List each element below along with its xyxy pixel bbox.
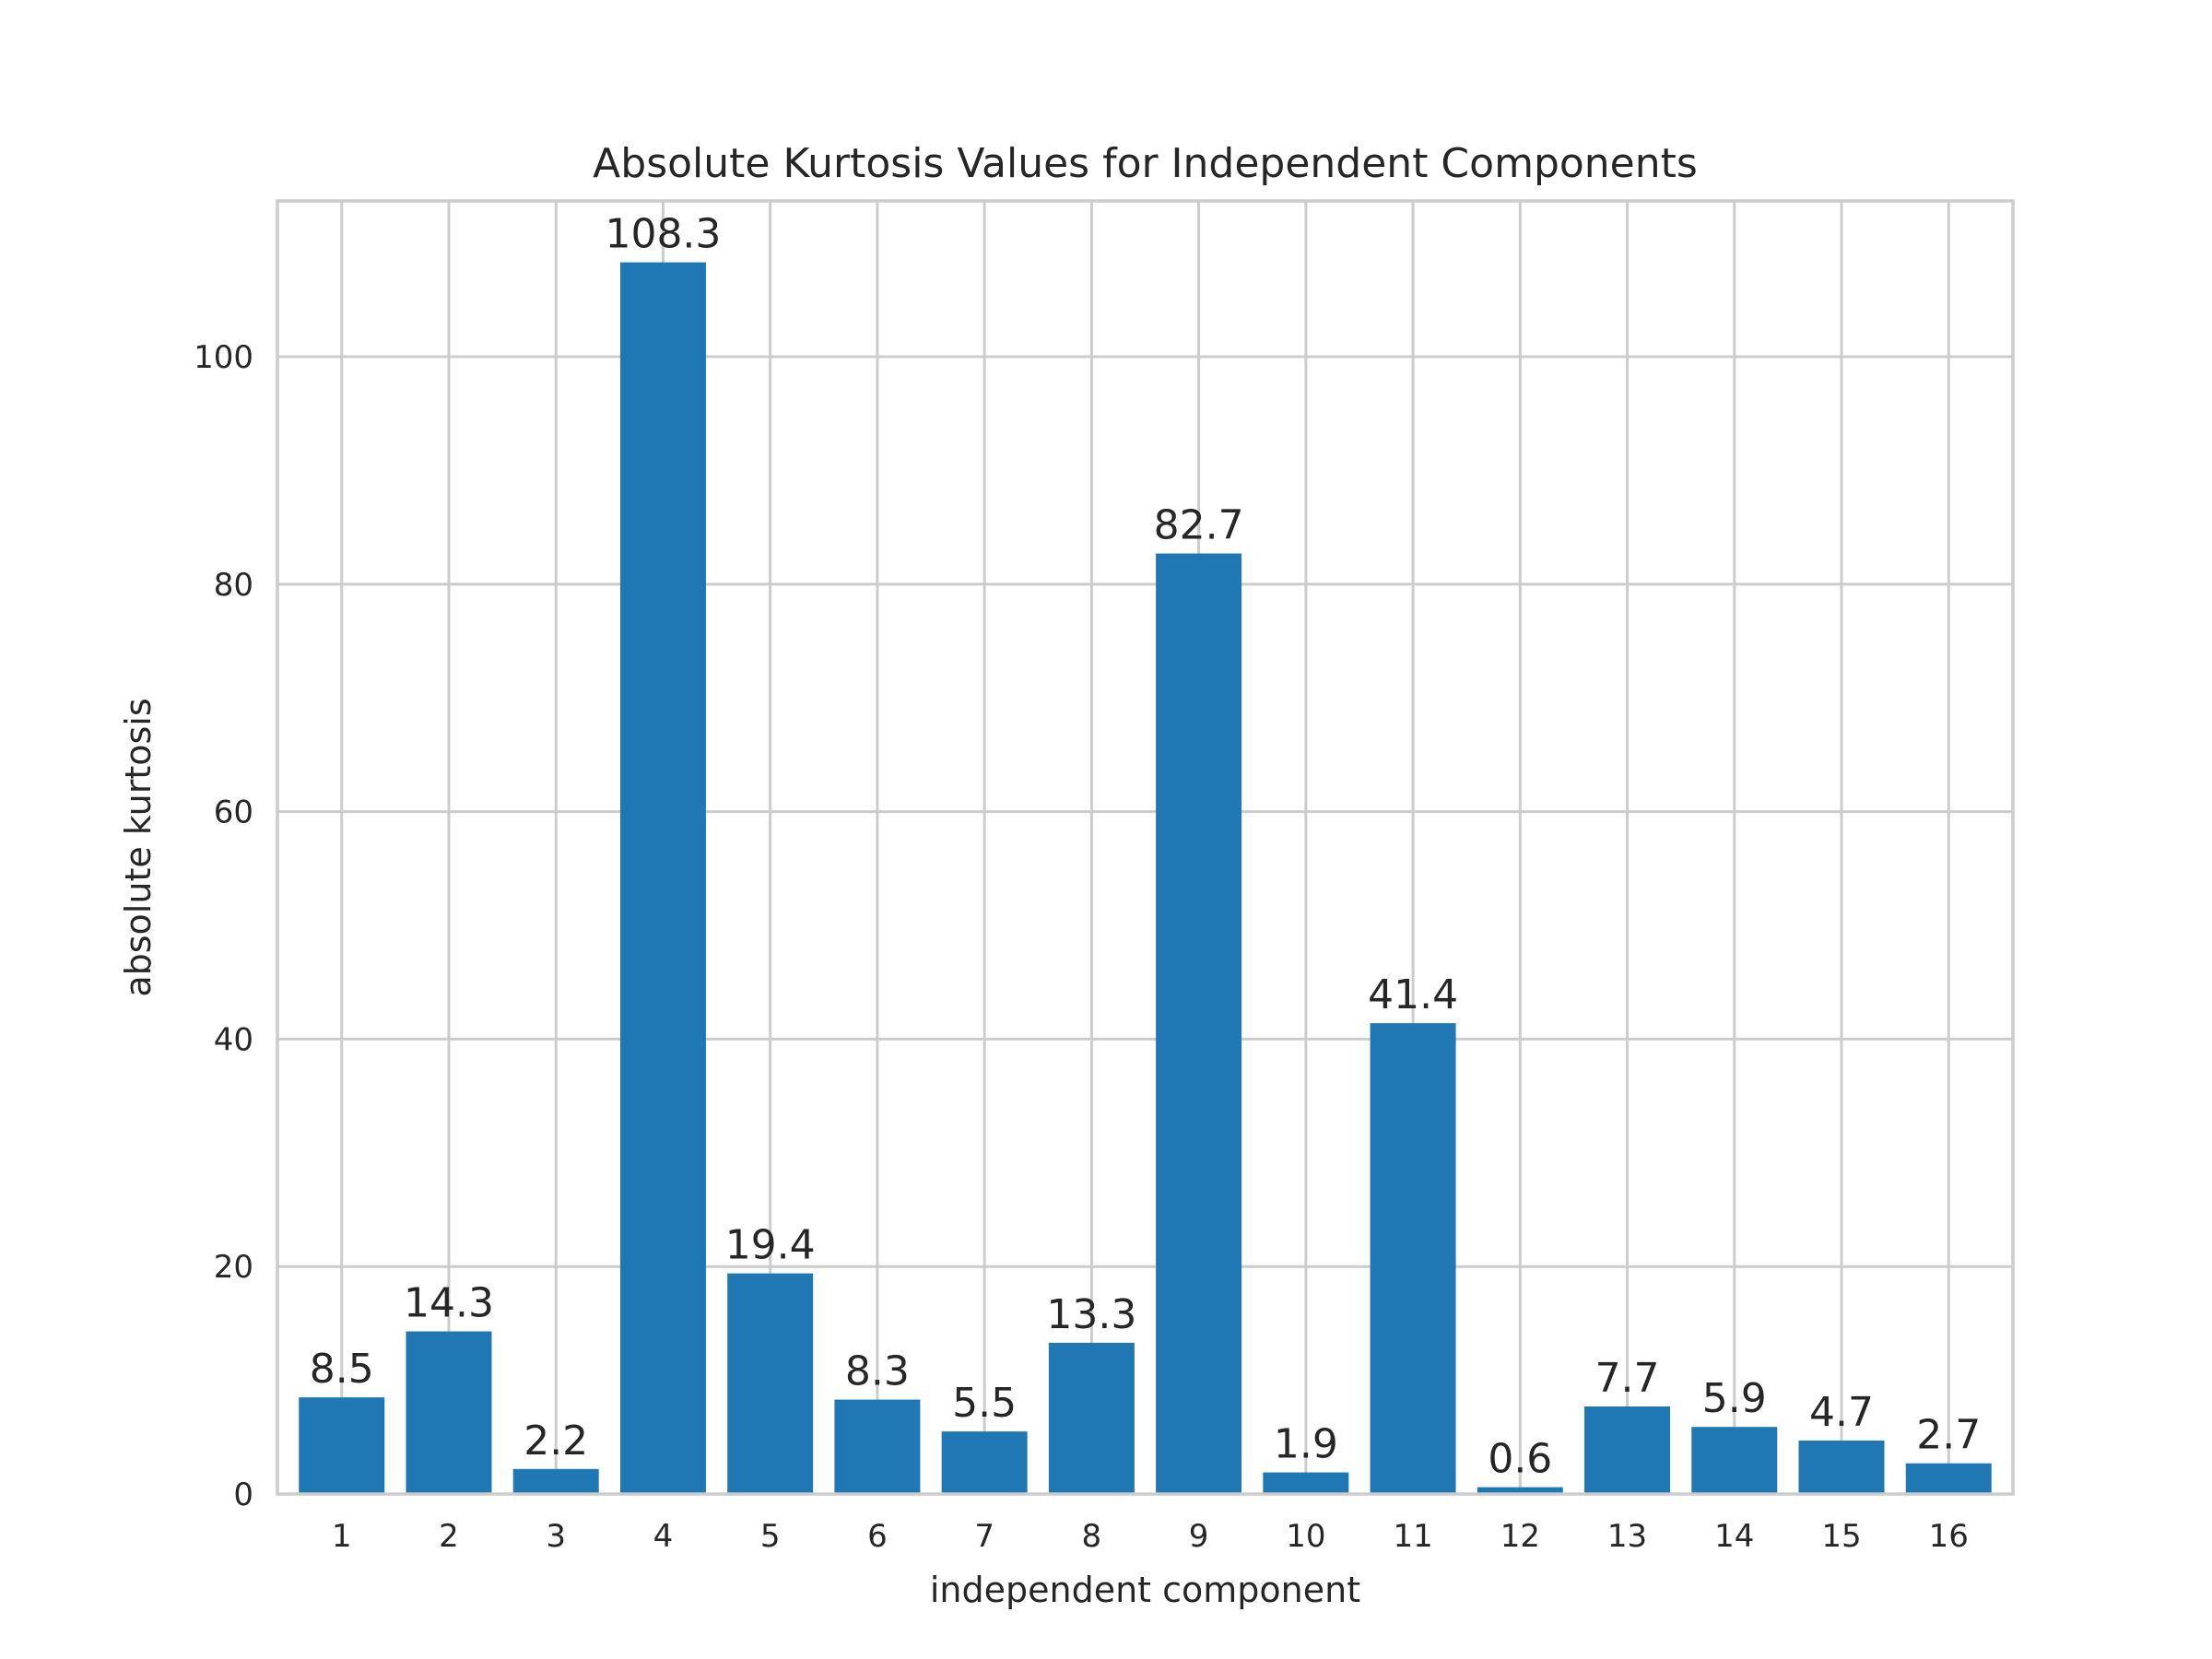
y-tick-labels: 0 20 40 60 80 100 xyxy=(194,339,253,1513)
bar-value-label: 0.6 xyxy=(1488,1436,1552,1483)
x-tick-label: 6 xyxy=(867,1518,888,1555)
bar-value-label: 5.5 xyxy=(952,1380,1017,1427)
bar xyxy=(1370,1023,1456,1494)
bar-value-label: 7.7 xyxy=(1595,1355,1660,1402)
x-tick-label: 2 xyxy=(439,1518,459,1555)
bar xyxy=(619,262,706,1494)
bar xyxy=(1584,1406,1671,1494)
bar xyxy=(1048,1342,1135,1494)
bar-value-label: 8.3 xyxy=(845,1348,910,1395)
x-tick-label: 7 xyxy=(974,1518,994,1555)
bars xyxy=(299,262,1992,1494)
x-tick-label: 8 xyxy=(1082,1518,1102,1555)
bar-value-label: 8.5 xyxy=(310,1346,374,1393)
y-tick-label: 20 xyxy=(214,1249,253,1286)
y-tick-label: 0 xyxy=(233,1477,253,1513)
bar-value-label: 82.7 xyxy=(1154,502,1244,549)
grid-lines xyxy=(277,201,2013,1496)
bar-value-label: 108.3 xyxy=(605,211,721,258)
bar xyxy=(1798,1441,1885,1494)
y-tick-label: 100 xyxy=(194,339,253,376)
bar-value-label: 2.7 xyxy=(1916,1412,1981,1459)
y-tick-label: 60 xyxy=(214,794,253,831)
x-tick-label: 13 xyxy=(1607,1518,1647,1555)
bar-value-label: 5.9 xyxy=(1702,1375,1767,1422)
x-axis-label: independent component xyxy=(930,1570,1360,1610)
bar xyxy=(1263,1472,1349,1494)
x-tick-label: 15 xyxy=(1821,1518,1861,1555)
x-tick-label: 9 xyxy=(1189,1518,1209,1555)
x-tick-labels: 1 2 3 4 5 6 7 8 9 10 11 12 13 14 15 16 xyxy=(332,1518,1969,1555)
bar xyxy=(1691,1427,1778,1494)
bar-value-label: 19.4 xyxy=(725,1222,816,1269)
x-tick-label: 4 xyxy=(653,1518,674,1555)
bar xyxy=(406,1331,492,1494)
y-axis-label: absolute kurtosis xyxy=(118,698,159,996)
bar xyxy=(512,1468,599,1494)
x-tick-label: 14 xyxy=(1714,1518,1754,1555)
x-tick-label: 10 xyxy=(1286,1518,1325,1555)
bar-value-labels: 8.5 14.3 2.2 108.3 19.4 8.3 5.5 13.3 82.7 1.9 41.4… xyxy=(310,211,1982,1483)
x-tick-label: 12 xyxy=(1500,1518,1540,1555)
y-tick-label: 80 xyxy=(214,567,253,604)
plot-frame xyxy=(276,199,2015,1496)
bar xyxy=(1905,1463,1992,1494)
x-tick-label: 3 xyxy=(546,1518,566,1555)
bar xyxy=(1477,1487,1563,1494)
bar-value-label: 13.3 xyxy=(1046,1291,1136,1338)
x-tick-label: 5 xyxy=(760,1518,781,1555)
bar xyxy=(941,1431,1028,1494)
bar-value-label: 41.4 xyxy=(1368,971,1458,1018)
x-tick-label: 16 xyxy=(1929,1518,1969,1555)
bar-value-label: 4.7 xyxy=(1809,1389,1874,1436)
x-tick-label: 11 xyxy=(1393,1518,1432,1555)
bar xyxy=(727,1273,814,1494)
x-tick-label: 1 xyxy=(332,1518,352,1555)
bar xyxy=(1156,553,1242,1494)
bar xyxy=(834,1399,921,1494)
chart-title: Absolute Kurtosis Values for Independent… xyxy=(593,140,1698,187)
bar-value-label: 1.9 xyxy=(1274,1421,1338,1468)
bar xyxy=(299,1397,385,1494)
y-tick-label: 40 xyxy=(214,1021,253,1058)
bar-value-label: 14.3 xyxy=(404,1280,494,1327)
bar-value-label: 2.2 xyxy=(524,1418,588,1465)
